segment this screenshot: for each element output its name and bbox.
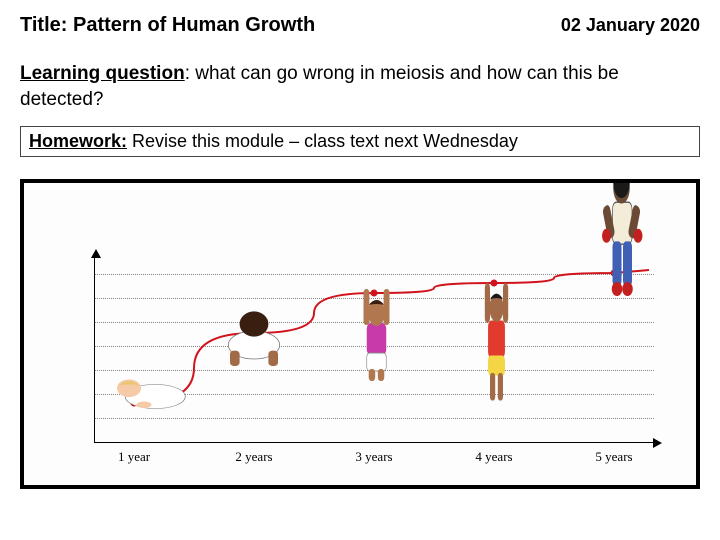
x-tick-label: 2 years [235, 449, 272, 465]
learning-question: Learning question: what can go wrong in … [20, 61, 700, 112]
growth-chart-plot: 1 year2 years3 years4 years5 years [94, 223, 654, 443]
x-axis-arrow-icon [653, 438, 662, 448]
child-figure-infant-lying [114, 358, 189, 413]
x-tick-label: 4 years [475, 449, 512, 465]
growth-chart-frame: 1 year 2 years 3 years 4 years 5 years [20, 179, 700, 489]
learning-question-label: Learning question [20, 63, 185, 84]
child-figure-standing-reach [464, 278, 529, 403]
child-figure-crawling [214, 303, 294, 373]
title-text: Pattern of Human Growth [73, 14, 315, 36]
child-figure-walking [584, 179, 659, 303]
homework-label: Homework: [29, 131, 127, 151]
child-figure-reaching [344, 283, 409, 383]
x-tick-label: 3 years [355, 449, 392, 465]
header-row: Title: Pattern of Human Growth 02 Januar… [20, 14, 700, 37]
title-label: Title: [20, 14, 67, 36]
x-tick-label: 5 years [595, 449, 632, 465]
x-tick-label: 1 year [118, 449, 150, 465]
page-date: 02 January 2020 [561, 15, 700, 36]
homework-text: Revise this module – class text next Wed… [127, 131, 518, 151]
homework-box: Homework: Revise this module – class tex… [20, 126, 700, 157]
page-title: Title: Pattern of Human Growth [20, 14, 315, 37]
